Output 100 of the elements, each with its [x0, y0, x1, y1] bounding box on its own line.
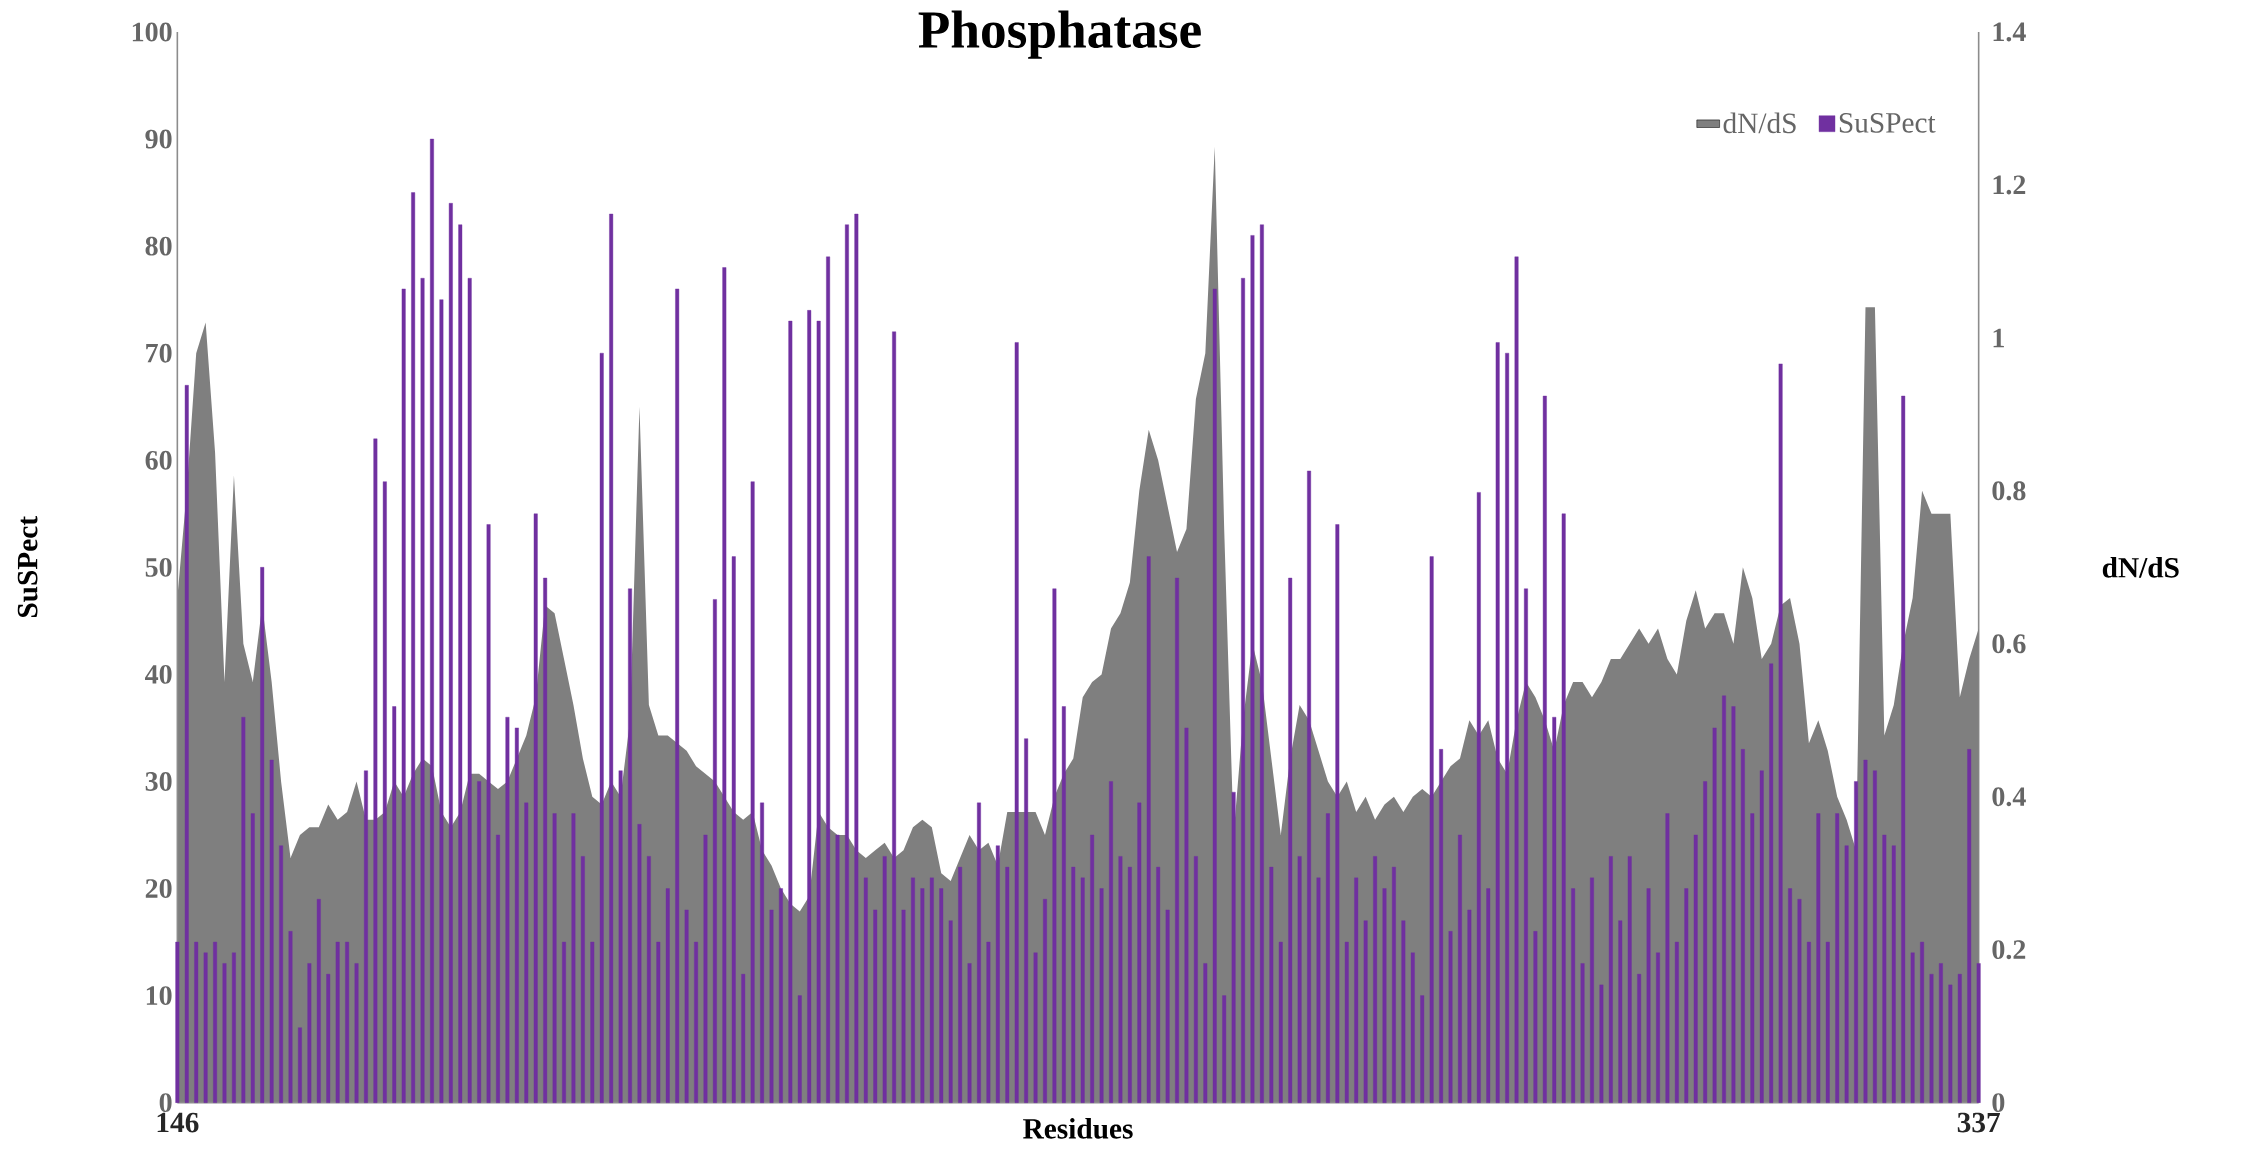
bar — [1354, 877, 1359, 1104]
bar — [939, 888, 944, 1104]
bar — [354, 963, 359, 1104]
bar — [298, 1027, 302, 1104]
bar — [1929, 974, 1934, 1104]
bar — [1542, 395, 1547, 1104]
bar — [797, 995, 802, 1104]
bar — [1816, 813, 1821, 1104]
bar — [646, 856, 651, 1104]
bar — [1495, 342, 1500, 1104]
bar — [1778, 363, 1783, 1104]
bar — [1439, 749, 1444, 1104]
bar — [524, 802, 529, 1104]
y-tick-label: 50 — [145, 558, 172, 577]
bar — [1080, 877, 1085, 1104]
bar — [1939, 963, 1943, 1104]
bar — [1684, 888, 1689, 1104]
bar — [1759, 770, 1764, 1104]
bar — [788, 321, 793, 1104]
bar — [458, 224, 463, 1104]
bar — [1307, 470, 1311, 1104]
bar — [1373, 856, 1378, 1104]
bar — [1203, 963, 1208, 1104]
bar — [1806, 942, 1811, 1104]
bar — [1740, 749, 1745, 1104]
bar — [1722, 695, 1726, 1104]
bar — [1165, 909, 1170, 1104]
bar — [562, 942, 566, 1104]
bar — [1241, 278, 1245, 1104]
bar — [618, 770, 623, 1104]
bar — [703, 834, 708, 1104]
bar — [637, 824, 642, 1104]
bar — [184, 385, 189, 1104]
bar — [1467, 909, 1472, 1104]
bar — [335, 942, 340, 1104]
y-tick-label: 40 — [145, 665, 172, 685]
legend-label: SuSPect — [1839, 113, 1936, 133]
bar — [1288, 578, 1293, 1104]
bar — [326, 974, 331, 1104]
bar — [1231, 792, 1236, 1104]
bar — [392, 706, 397, 1104]
bar — [1590, 877, 1594, 1104]
bar — [1024, 738, 1029, 1104]
bar — [1514, 256, 1519, 1104]
y-tick-label: 60 — [145, 450, 172, 470]
bar — [1297, 856, 1302, 1104]
bar — [1476, 492, 1481, 1104]
bar — [1458, 834, 1462, 1104]
y-tick-label: 80 — [145, 236, 172, 256]
bar — [1835, 813, 1840, 1104]
bar — [411, 192, 416, 1104]
bar — [1674, 942, 1679, 1104]
y-tick-label: 70 — [146, 343, 172, 363]
y-tick-label: 0 — [159, 1093, 172, 1113]
bar — [958, 867, 963, 1104]
bar — [1957, 974, 1962, 1104]
bar — [1505, 353, 1510, 1104]
bar — [1627, 856, 1632, 1104]
y2-axis-title: dN/dS — [2102, 557, 2179, 578]
bar — [1967, 749, 1972, 1104]
bar — [1948, 984, 1953, 1104]
x-axis-title: Residues — [1023, 1118, 1133, 1139]
y2-tick-label: 0.6 — [1992, 634, 2026, 654]
bar — [901, 909, 906, 1104]
bar — [684, 909, 689, 1104]
bar — [1052, 588, 1057, 1104]
x-tick-label: 146 — [157, 1112, 199, 1133]
bar — [420, 278, 425, 1104]
bar — [552, 813, 557, 1104]
bar — [1797, 899, 1802, 1104]
bar — [1976, 963, 1981, 1104]
bar — [1750, 813, 1755, 1104]
bar — [656, 942, 661, 1104]
bar — [1665, 813, 1670, 1104]
bar — [1637, 974, 1642, 1104]
bar — [986, 942, 991, 1104]
bar — [1061, 706, 1066, 1104]
bar — [741, 974, 746, 1104]
bar — [1788, 888, 1792, 1104]
bar — [1392, 867, 1396, 1104]
bar — [675, 288, 680, 1104]
bar — [609, 213, 614, 1104]
bar — [1420, 995, 1425, 1104]
y2-tick-label: 0.2 — [1992, 940, 2026, 960]
bar — [1325, 813, 1330, 1104]
bar — [316, 899, 321, 1104]
bar — [448, 203, 453, 1104]
bar — [807, 310, 812, 1104]
bar — [1175, 578, 1179, 1104]
bar — [439, 299, 444, 1104]
bar — [1891, 845, 1896, 1104]
bar — [863, 877, 868, 1104]
y2-tick-label: 0.4 — [1992, 787, 2026, 807]
bar — [1410, 952, 1415, 1104]
bar — [929, 877, 934, 1104]
y2-tick-label: 0 — [1992, 1093, 2005, 1113]
bar — [845, 224, 849, 1104]
bar — [1259, 224, 1264, 1104]
bar — [401, 288, 406, 1104]
bar — [835, 834, 840, 1104]
